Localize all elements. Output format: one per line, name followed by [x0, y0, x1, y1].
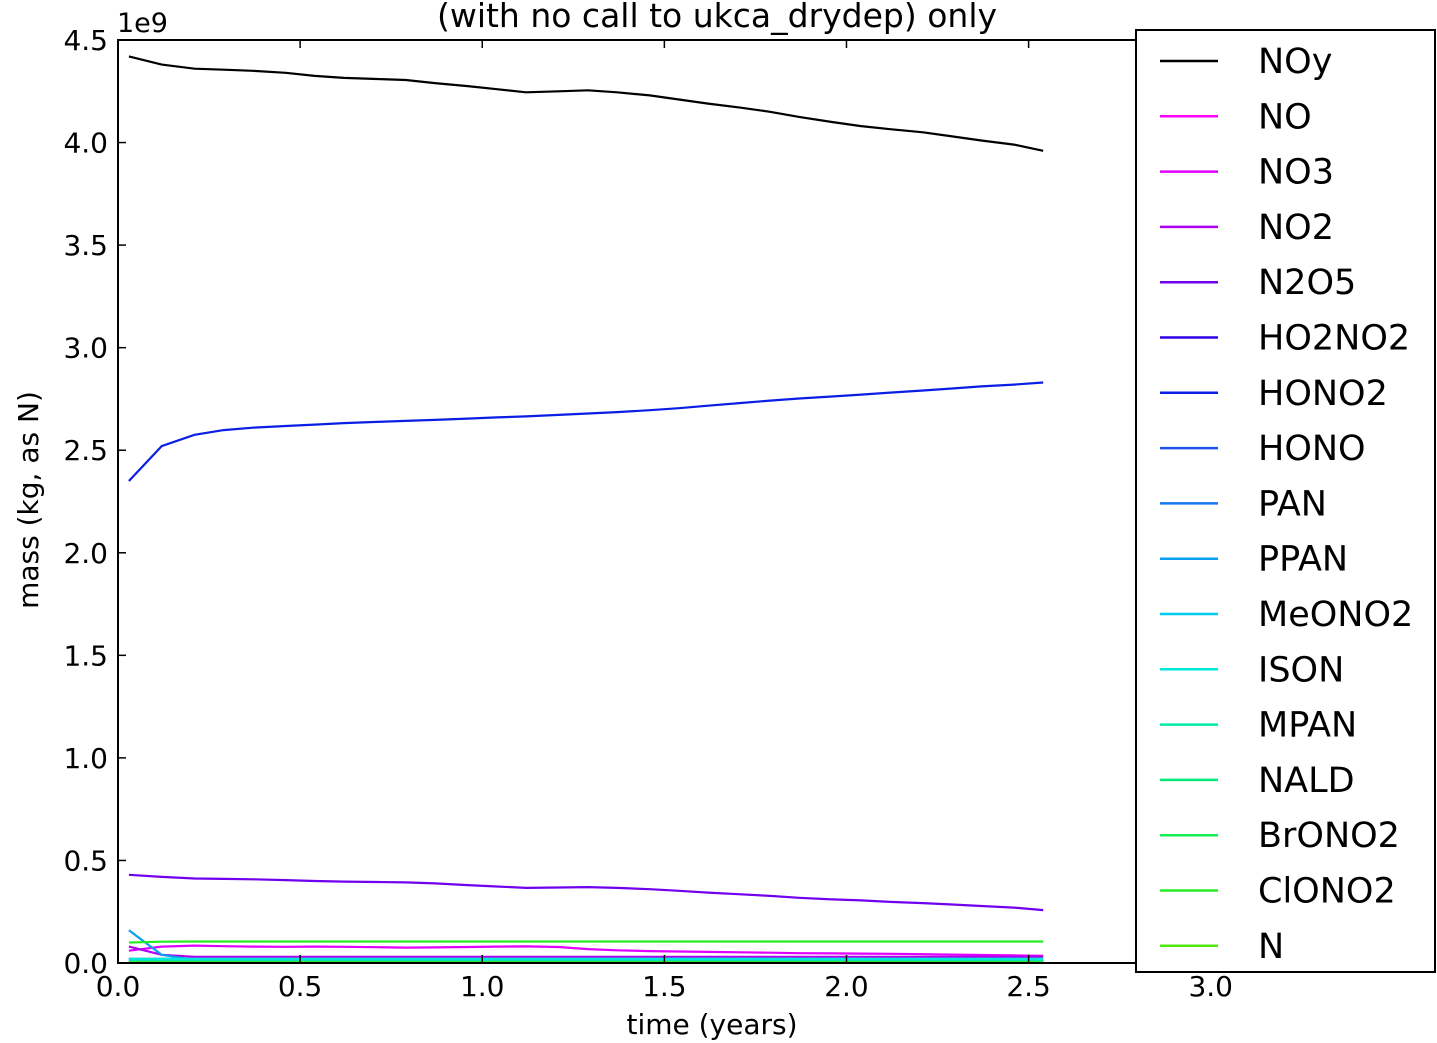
legend-label-2: NO3: [1258, 153, 1334, 193]
y-tick-label: 2.5: [63, 434, 108, 467]
y-multiplier-label: 1e9: [117, 8, 168, 39]
series-line-0: [128, 55, 1044, 152]
legend-label-10: MeONO2: [1258, 595, 1413, 635]
series-line-4: [128, 873, 1044, 912]
legend-label-11: ISON: [1258, 650, 1344, 690]
y-tick-label: 4.5: [63, 24, 108, 57]
x-tick-label: 3.0: [1188, 970, 1233, 1003]
x-tick-label: 1.5: [642, 970, 687, 1003]
legend-label-14: BrONO2: [1258, 816, 1400, 856]
y-tick-label: 1.5: [63, 639, 108, 672]
legend: NOy NO NO3 NO2 N2O5 HO2NO2 HONO2 HONO PAN PPAN MeO…: [1135, 29, 1436, 973]
y-tick-label: 0.5: [63, 844, 108, 877]
legend-label-1: NO: [1258, 97, 1312, 137]
legend-label-16: N: [1258, 927, 1284, 967]
y-tick-label: 3.0: [63, 332, 108, 365]
legend-label-3: NO2: [1258, 208, 1334, 248]
legend-label-13: NALD: [1258, 761, 1355, 801]
legend-label-12: MPAN: [1258, 706, 1357, 746]
legend-label-15: ClONO2: [1258, 872, 1396, 912]
legend-label-8: PAN: [1258, 484, 1327, 524]
ticks-layer: 0.0 0.5 1.0 1.5 2.0 2.5 3.0 0.0 0.5 1.0 1.5 2.0 2.5 3…: [63, 24, 1320, 1003]
series-layer: [128, 55, 1044, 964]
y-axis-label: mass (kg, as N): [12, 391, 45, 609]
chart-title: (with no call to ukca_drydep) only: [437, 0, 997, 35]
legend-label-7: HONO: [1258, 429, 1366, 469]
x-tick-label: 0.0: [96, 970, 141, 1003]
x-axis-label: time (years): [626, 1008, 797, 1041]
legend-frame: [1135, 29, 1436, 973]
legend-label-4: N2O5: [1258, 263, 1356, 303]
y-tick-label: 3.5: [63, 229, 108, 262]
series-line-6: [128, 381, 1044, 482]
legend-label-6: HONO2: [1258, 374, 1388, 414]
series-line-3: [128, 945, 1044, 958]
x-tick-label: 2.0: [824, 970, 869, 1003]
y-tick-label: 2.0: [63, 537, 108, 570]
legend-items: NOy NO NO3 NO2 N2O5 HO2NO2 HONO2 HONO PAN PPAN MeO…: [1160, 42, 1413, 967]
y-tick-label: 1.0: [63, 742, 108, 775]
series-line-15: [128, 940, 1044, 944]
legend-label-9: PPAN: [1258, 540, 1348, 580]
y-tick-label: 0.0: [63, 947, 108, 980]
legend-label-5: HO2NO2: [1258, 319, 1410, 359]
y-tick-label: 4.0: [63, 127, 108, 160]
x-tick-label: 2.5: [1006, 970, 1051, 1003]
series-line-2: [128, 944, 1044, 957]
x-tick-label: 0.5: [278, 970, 323, 1003]
x-tick-label: 1.0: [460, 970, 505, 1003]
legend-label-0: NOy: [1258, 42, 1332, 82]
